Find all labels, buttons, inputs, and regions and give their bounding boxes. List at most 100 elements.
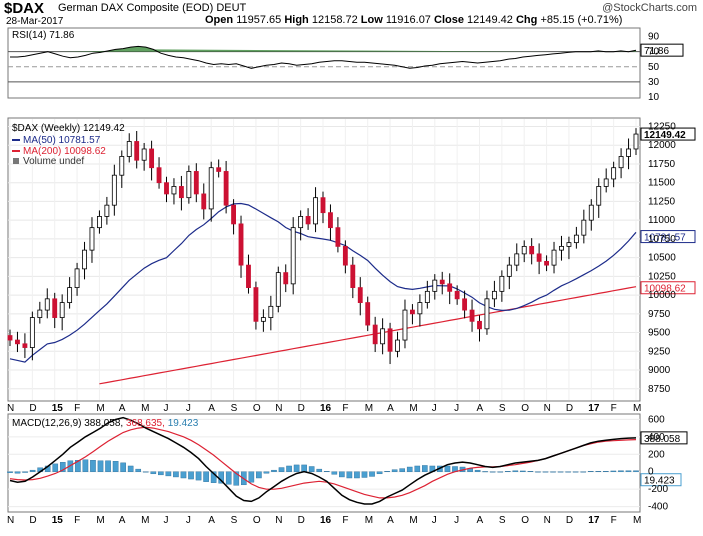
candle-down — [342, 245, 348, 266]
macd-hist-bar — [346, 471, 353, 479]
candle-down — [439, 279, 445, 285]
price-x-tick-label: O — [253, 403, 261, 414]
macd-x-tick-label: F — [611, 515, 617, 526]
candle-up — [499, 275, 505, 292]
macd-hist-bar — [203, 471, 209, 482]
candle-up — [111, 174, 117, 206]
ma50-legend: MA(50) 10781.57 — [23, 135, 101, 146]
price-x-tick-label: M — [633, 403, 641, 414]
price-x-tick-label: F — [611, 403, 617, 414]
macd-x-tick-label: A — [387, 515, 394, 526]
macd-x-tick-label: O — [253, 515, 261, 526]
macd-panel — [7, 413, 641, 513]
candle-down — [223, 171, 229, 206]
price-x-tick-label: M — [409, 403, 417, 414]
macd-hist-bar — [414, 465, 421, 472]
price-x-tick-label: D — [298, 403, 305, 414]
candle-down — [544, 260, 549, 266]
candle-down — [357, 287, 363, 303]
candle-down — [22, 343, 28, 348]
macd-hist-bar — [572, 471, 579, 473]
macd-hist-bar — [308, 466, 315, 472]
macd-hist-bar — [391, 469, 398, 472]
candle-up — [29, 317, 35, 348]
candle-down — [529, 245, 535, 255]
macd-hist-bar — [278, 467, 285, 472]
rsi-line — [10, 45, 637, 69]
candle-down — [350, 264, 356, 288]
macd-hist-bar — [361, 471, 368, 478]
rsi-tick-label: 50 — [648, 62, 660, 73]
price-tick-label: 9500 — [648, 328, 671, 339]
candle-down — [283, 272, 289, 285]
rsi-legend: RSI(14) 71.86 — [12, 30, 75, 41]
candle-up — [298, 216, 304, 229]
chart-name: German DAX Composite (EOD) DEUT — [58, 2, 246, 14]
candle-up — [596, 186, 602, 206]
price-last-value-box — [640, 127, 696, 141]
macd-hist-bar — [339, 471, 345, 478]
macd-hist-bar — [14, 471, 21, 474]
candle-up — [126, 141, 132, 157]
macd-x-tick-label: M — [633, 515, 641, 526]
price-series: 12149.42 10781.57 10098.62 — [7, 127, 696, 385]
macd-hist-bar — [535, 471, 541, 473]
brand-label[interactable]: @StockCharts.com — [602, 2, 697, 14]
candle-up — [484, 298, 490, 330]
ohlc-summary: Open 11957.65 High 12158.72 Low 11916.07… — [205, 14, 622, 26]
macd-hist-bar — [233, 471, 240, 486]
macd-hist-bar — [165, 471, 172, 477]
macd-hist-bar — [210, 471, 217, 483]
hist-legend-value: 19.423 — [168, 418, 199, 429]
macd-hist-bar — [542, 471, 549, 473]
candle-up — [432, 279, 438, 292]
candle-up — [551, 249, 557, 266]
candle-up — [611, 167, 617, 180]
candle-up — [506, 264, 512, 277]
macd-hist-bar — [497, 471, 504, 473]
candle-down — [536, 253, 542, 262]
price-x-tick-label: F — [74, 403, 80, 414]
price-legend: $DAX (Weekly) 12149.42 — [12, 123, 125, 134]
macd-x-tick-label: D — [29, 515, 36, 526]
price-last-value-box — [640, 281, 696, 295]
macd-hist-bar — [82, 459, 89, 472]
price-x-tick-label: F — [342, 403, 348, 414]
macd-tick-label: -200 — [648, 484, 668, 495]
macd-x-tick-label: J — [432, 515, 437, 526]
macd-x-tick-label: F — [342, 515, 348, 526]
macd-x-tick-label: N — [275, 515, 282, 526]
macd-legend-prefix: MACD(12,26,9) — [12, 418, 81, 429]
price-x-tick-label: D — [566, 403, 573, 414]
candle-down — [149, 148, 155, 169]
macd-hist-bar — [550, 471, 556, 473]
candle-up — [581, 219, 587, 236]
macd-hist-bar — [633, 470, 639, 472]
price-tick-label: 10750 — [648, 234, 676, 245]
price-x-tick-label: N — [275, 403, 282, 414]
price-panel — [7, 117, 641, 402]
volume-legend-swatch — [13, 158, 19, 164]
candle-down — [156, 167, 162, 184]
candle-up — [380, 328, 386, 345]
price-tick-label: 9750 — [648, 309, 671, 320]
candle-up — [119, 156, 125, 176]
candle-down — [216, 167, 222, 172]
hist-last-value-box — [640, 473, 682, 487]
macd-x-tick-label: 16 — [320, 515, 332, 526]
price-tick-label: 10500 — [648, 253, 676, 264]
price-last-value-box — [640, 230, 696, 244]
candle-up — [566, 242, 572, 247]
macd-last-value: 388.058 — [644, 434, 681, 445]
macd-tick-label: 200 — [648, 449, 665, 460]
macd-tick-label: -400 — [648, 502, 668, 513]
open-value: 11957.65 — [236, 14, 282, 26]
macd-hist-bar — [248, 471, 255, 483]
macd-x-tick-label: O — [521, 515, 529, 526]
macd-hist-bar — [482, 471, 488, 473]
macd-hist-bar — [504, 471, 511, 472]
candle-down — [134, 141, 140, 161]
macd-hist-bar — [587, 471, 594, 472]
price-x-tick-label: J — [454, 403, 459, 414]
